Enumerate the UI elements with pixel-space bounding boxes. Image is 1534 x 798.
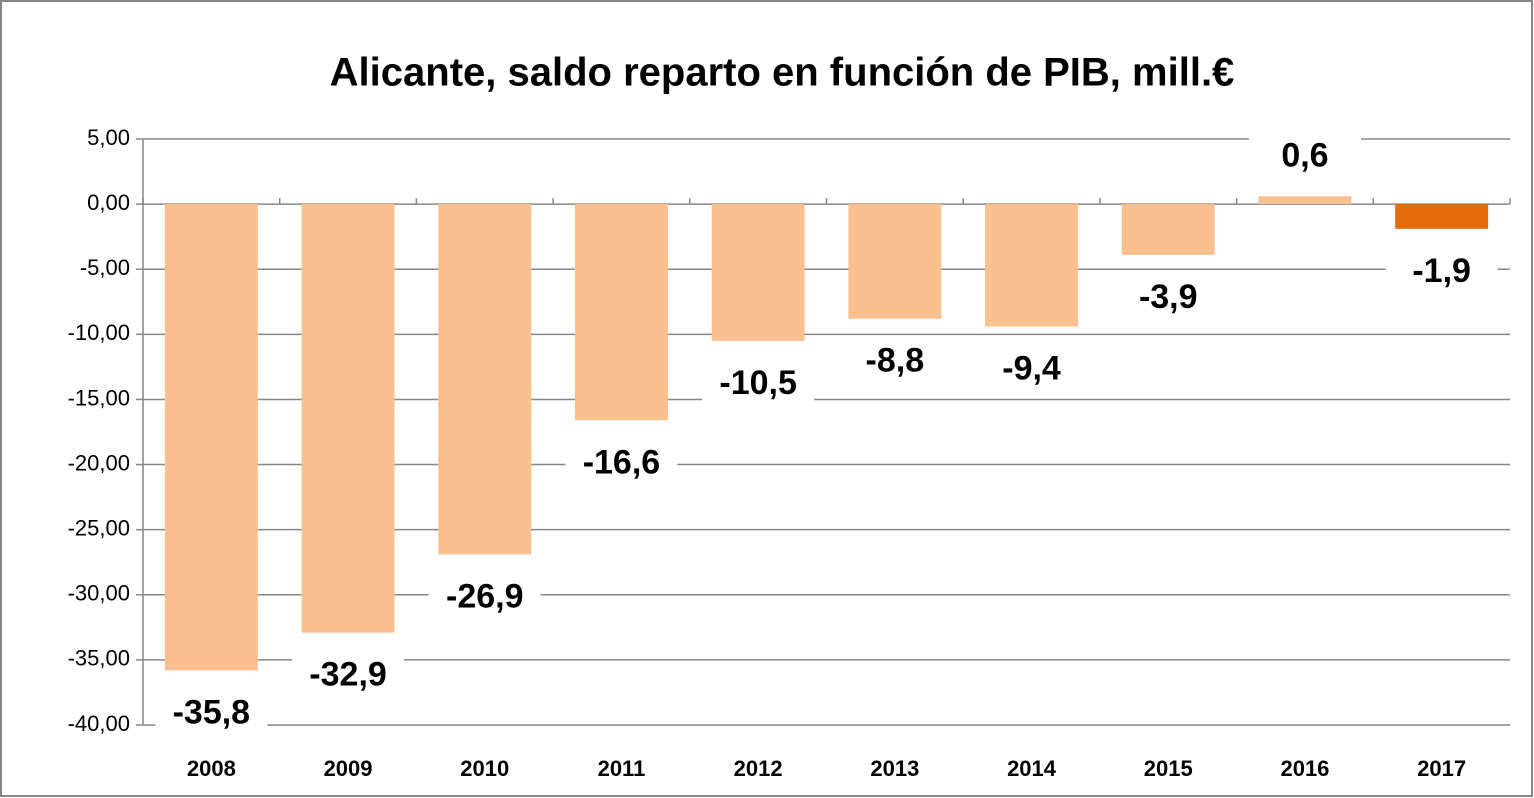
value-label-bg [1385, 250, 1498, 295]
x-tick-label: 2009 [324, 756, 373, 781]
value-label-bg [155, 692, 268, 737]
value-label: -35,8 [173, 693, 251, 731]
bar [1121, 204, 1215, 255]
x-tick-label: 2010 [460, 756, 509, 781]
value-label: -3,9 [1139, 278, 1198, 316]
x-tick-label: 2012 [734, 756, 783, 781]
value-label: -9,4 [1002, 350, 1061, 388]
value-label: -1,9 [1412, 252, 1471, 290]
value-label-bg [292, 654, 405, 699]
y-tick-label: -40,00 [68, 711, 130, 736]
y-tick-label: -25,00 [68, 515, 130, 540]
y-tick-label: -15,00 [68, 385, 130, 410]
bar [164, 204, 258, 671]
value-label-bg [565, 442, 678, 487]
y-tick-label: -35,00 [68, 646, 130, 671]
x-tick-label: 2011 [598, 756, 646, 781]
bar [1258, 196, 1352, 205]
bar [301, 204, 395, 633]
x-tick-label: 2014 [1007, 756, 1057, 781]
x-tick-label: 2016 [1280, 756, 1329, 781]
x-tick-label: 2015 [1144, 756, 1193, 781]
bar [574, 204, 668, 421]
value-label: -10,5 [719, 364, 797, 402]
bar [1395, 204, 1489, 229]
value-label: -26,9 [446, 577, 524, 615]
value-label-bg [975, 348, 1088, 393]
y-tick-label: 5,00 [87, 125, 130, 150]
bar [438, 204, 532, 555]
x-tick-label: 2013 [870, 756, 919, 781]
bar [985, 204, 1079, 327]
chart-title: Alicante, saldo reparto en función de PI… [330, 51, 1235, 95]
y-tick-label: 0,00 [87, 190, 130, 215]
bar [711, 204, 805, 341]
y-tick-label: -10,00 [68, 320, 130, 345]
value-label-bg [838, 340, 951, 385]
y-tick-label: -5,00 [80, 255, 130, 280]
value-label-bg [1112, 276, 1225, 321]
value-label: -8,8 [866, 342, 925, 380]
bar [848, 204, 942, 319]
x-tick-label: 2008 [187, 756, 236, 781]
y-tick-label: -30,00 [68, 581, 130, 606]
value-label: 0,6 [1281, 136, 1328, 174]
value-label-bg [428, 576, 541, 621]
y-tick-label: -20,00 [68, 450, 130, 475]
value-label: -16,6 [583, 443, 661, 481]
value-label-bg [702, 362, 815, 407]
value-label-bg [1248, 135, 1361, 180]
x-tick-label: 2017 [1417, 756, 1466, 781]
value-label: -32,9 [309, 656, 387, 694]
